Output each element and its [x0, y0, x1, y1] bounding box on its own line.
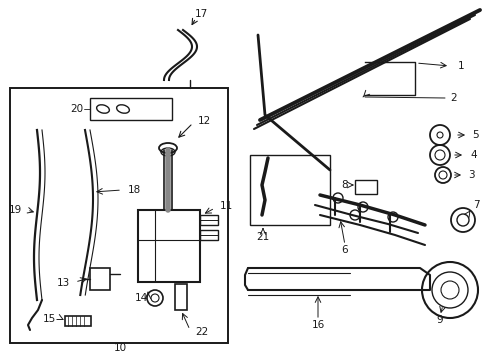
Bar [90, 98, 172, 120]
Text: 17: 17 [194, 9, 207, 19]
Text: 22: 22 [195, 327, 208, 337]
Bar [200, 230, 218, 240]
Text: 16: 16 [311, 320, 324, 330]
Text: 13: 13 [57, 278, 70, 288]
Text: 7: 7 [472, 200, 479, 210]
Text: 10: 10 [113, 343, 126, 353]
Text: 20: 20 [70, 104, 83, 114]
Text: 14: 14 [135, 293, 148, 303]
Text: 6: 6 [341, 245, 347, 255]
Bar [249, 155, 329, 225]
Bar [175, 284, 186, 310]
Text: 1: 1 [457, 61, 464, 71]
Text: 9: 9 [436, 315, 443, 325]
Text: 4: 4 [469, 150, 476, 160]
Text: 8: 8 [341, 180, 347, 190]
Text: 3: 3 [467, 170, 474, 180]
Bar [65, 316, 91, 326]
Text: 2: 2 [449, 93, 456, 103]
Text: 21: 21 [256, 232, 269, 242]
Bar [354, 180, 376, 194]
Text: 19: 19 [9, 205, 22, 215]
Bar [200, 215, 218, 225]
Text: 18: 18 [128, 185, 141, 195]
Bar [90, 268, 110, 290]
Text: 5: 5 [471, 130, 478, 140]
Text: 12: 12 [198, 116, 211, 126]
Bar [138, 210, 200, 282]
Bar [10, 88, 227, 343]
Text: 11: 11 [220, 201, 233, 211]
Text: 15: 15 [42, 314, 56, 324]
